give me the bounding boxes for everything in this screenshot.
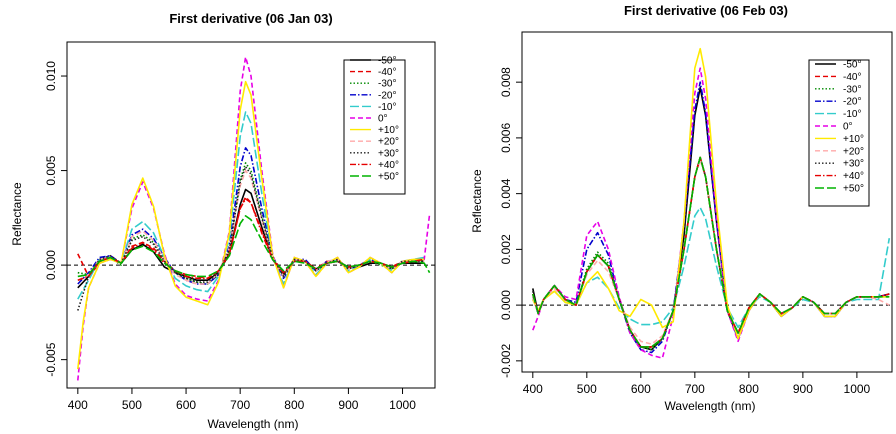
series-line xyxy=(532,206,891,329)
legend-label: -20° xyxy=(843,97,861,108)
series-lines xyxy=(77,56,431,381)
x-tick-label: 600 xyxy=(631,382,651,396)
x-tick-label: 900 xyxy=(793,382,813,396)
legend-label: +40° xyxy=(378,160,399,171)
plot-frame xyxy=(66,41,436,389)
legend-label: +50° xyxy=(378,172,399,183)
y-tick-label: 0.000 xyxy=(44,250,58,280)
y-tick-label: -0.002 xyxy=(499,344,513,378)
x-tick-label: 400 xyxy=(523,382,543,396)
legend-label: -10° xyxy=(378,102,396,113)
x-tick-label: 800 xyxy=(284,398,304,412)
x-tick-label: 500 xyxy=(577,382,597,396)
x-tick-label: 400 xyxy=(68,398,88,412)
legend-label: +20° xyxy=(843,146,864,157)
plot-frame xyxy=(521,31,893,373)
legend-label: +50° xyxy=(843,184,864,195)
series-line xyxy=(77,215,431,278)
series-line xyxy=(77,196,425,280)
y-tick-label: 0.008 xyxy=(499,67,513,97)
series-line xyxy=(77,188,425,289)
legend-label: 0° xyxy=(843,122,853,133)
legend-label: +10° xyxy=(378,125,399,136)
series-line xyxy=(532,156,890,348)
legend-box xyxy=(343,59,406,195)
legend-label: -50° xyxy=(378,56,396,67)
legend-label: -30° xyxy=(843,84,861,95)
legend-label: -20° xyxy=(378,90,396,101)
x-tick-label: 500 xyxy=(122,398,142,412)
chart-title: First derivative (06 Feb 03) xyxy=(624,3,788,18)
series-line xyxy=(77,162,425,285)
legend-label: +10° xyxy=(843,134,864,145)
legend-label: -40° xyxy=(843,72,861,83)
x-tick-label: 1000 xyxy=(389,398,416,412)
x-tick-label: 900 xyxy=(338,398,358,412)
y-axis-label: Reflectance xyxy=(10,182,24,246)
x-axis-ticks: 400 500 600 700 800 900 1000 xyxy=(523,372,871,396)
legend: -50°-40°-30° -20°-10° 0°+10°+20° +30°+40° +5… xyxy=(808,59,870,207)
x-tick-label: 700 xyxy=(685,382,705,396)
legend-label: -10° xyxy=(843,109,861,120)
y-tick-label: 0.004 xyxy=(499,178,513,208)
legend-label: 0° xyxy=(378,114,388,125)
legend-label: -40° xyxy=(378,67,396,78)
y-tick-label: 0.005 xyxy=(44,155,58,185)
series-lines xyxy=(532,47,891,359)
y-tick-label: 0.000 xyxy=(499,290,513,320)
legend: -50°-40°-30°-20°-10°0°+10°+20°+30°+40°+5… xyxy=(343,56,406,195)
legend-label: +30° xyxy=(378,148,399,159)
y-tick-label: -0.005 xyxy=(44,342,58,376)
chart-title: First derivative (06 Jan 03) xyxy=(169,11,332,26)
y-tick-label: 0.010 xyxy=(44,61,58,91)
y-axis-ticks: -0.005 0.000 0.005 0.010 xyxy=(44,61,67,377)
x-tick-label: 1000 xyxy=(844,382,871,396)
x-tick-label: 600 xyxy=(176,398,196,412)
y-axis-label: Reflectance xyxy=(470,169,484,233)
x-axis-label: Wavelength (nm) xyxy=(208,417,299,431)
y-tick-label: 0.006 xyxy=(499,123,513,153)
series-line xyxy=(532,47,890,340)
chart-panel-feb: First derivative (06 Feb 03) Reflectance… xyxy=(470,3,893,413)
legend-box xyxy=(808,59,870,207)
y-tick-label: 0.002 xyxy=(499,234,513,264)
chart-panel-jan: First derivative (06 Jan 03) Reflectance… xyxy=(10,11,436,431)
x-tick-label: 700 xyxy=(230,398,250,412)
legend-label: -50° xyxy=(843,60,861,71)
series-line xyxy=(77,166,425,311)
legend-label: -30° xyxy=(378,79,396,90)
legend-label: +40° xyxy=(843,171,864,182)
x-axis-ticks: 400 500 600 700 800 900 1000 xyxy=(68,388,416,412)
x-tick-label: 800 xyxy=(739,382,759,396)
y-axis-ticks: -0.002 0.000 0.002 0.004 0.006 0.008 xyxy=(499,67,522,378)
legend-label: +20° xyxy=(378,137,399,148)
x-axis-label: Wavelength (nm) xyxy=(665,399,756,413)
legend-label: +30° xyxy=(843,159,864,170)
